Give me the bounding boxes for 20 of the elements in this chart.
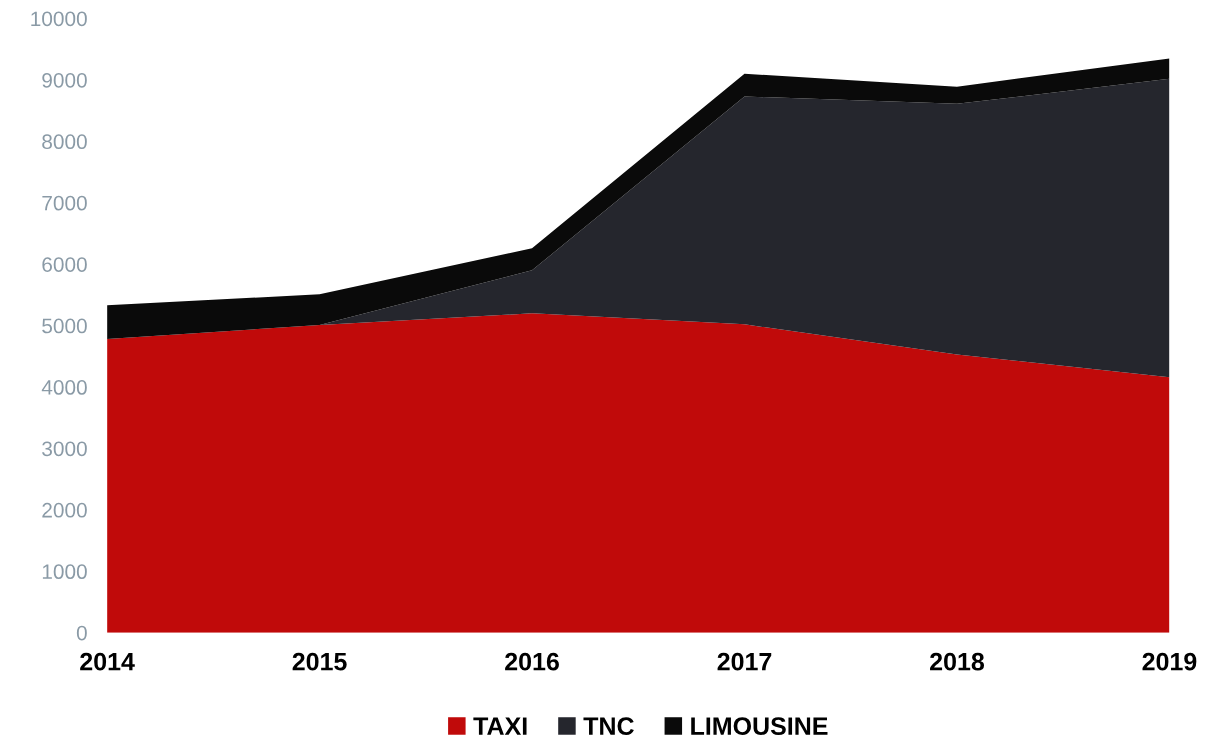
legend-label: TAXI	[473, 717, 527, 735]
x-tick-label: 2018	[930, 652, 985, 671]
y-tick-label: 8000	[42, 134, 87, 150]
y-tick-label: 6000	[42, 257, 87, 272]
x-tick-label: 2016	[505, 652, 559, 671]
legend-label: TNC	[583, 717, 634, 735]
y-tick-label: 10000	[31, 11, 87, 27]
x-tick-label: 2014	[80, 652, 135, 671]
y-tick-label: 7000	[42, 195, 87, 211]
y-tick-label: 0	[76, 625, 87, 641]
legend-label: LIMOUSINE	[691, 717, 828, 735]
x-tick-label: 2017	[717, 652, 772, 671]
x-tick-label: 2015	[292, 652, 347, 671]
y-tick-label: 5000	[42, 318, 87, 334]
y-tick-label: 4000	[41, 380, 87, 395]
y-tick-label: 1000	[42, 564, 87, 580]
y-tick-label: 3000	[42, 441, 87, 457]
y-tick-label: 9000	[42, 72, 87, 88]
y-tick-label: 2000	[42, 502, 87, 518]
x-tick-label: 2019	[1142, 652, 1197, 671]
